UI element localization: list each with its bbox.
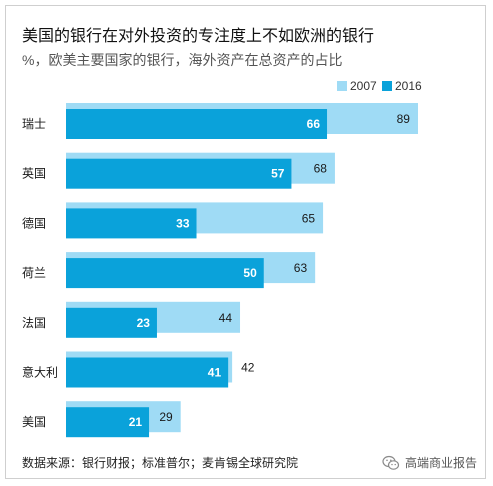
category-label: 法国 <box>22 316 46 330</box>
value-label-2016: 21 <box>129 415 143 429</box>
legend-swatch-2016 <box>382 81 392 91</box>
bar-2016 <box>66 307 157 338</box>
category-label: 德国 <box>22 215 46 230</box>
chart-title: 美国的银行在对外投资的专注度上不如欧洲的银行 <box>22 28 375 45</box>
value-label-2016: 66 <box>307 117 321 131</box>
value-label-2016: 50 <box>243 266 257 280</box>
value-label-2007: 42 <box>241 361 255 375</box>
wechat-icon <box>382 455 400 470</box>
chart-subtitle: %，欧美主要国家的银行，海外资产在总资产的占比 <box>22 52 343 68</box>
watermark-text: 高端商业报告 <box>405 456 478 470</box>
bar-2016 <box>66 258 264 289</box>
category-label: 英国 <box>22 167 46 181</box>
value-label-2016: 23 <box>137 316 151 330</box>
category-label: 荷兰 <box>22 266 46 280</box>
bar-2016 <box>66 407 150 438</box>
value-label-2007: 44 <box>219 311 233 325</box>
bar-2016 <box>66 158 292 189</box>
legend-swatch-2007 <box>337 81 347 91</box>
value-label-2016: 41 <box>208 366 222 380</box>
category-label: 意大利 <box>22 365 58 380</box>
value-label-2016: 57 <box>271 167 285 181</box>
category-label: 瑞士 <box>22 117 46 131</box>
legend-label-2007: 2007 <box>350 79 377 93</box>
bar-2016 <box>66 208 197 239</box>
category-label: 美国 <box>22 415 46 429</box>
value-label-2007: 68 <box>314 162 328 176</box>
bar-2016 <box>66 357 229 388</box>
value-label-2007: 65 <box>302 211 316 225</box>
bar-2016 <box>66 109 328 139</box>
value-label-2016: 33 <box>176 216 190 230</box>
value-label-2007: 29 <box>159 410 173 424</box>
value-label-2007: 89 <box>397 112 411 126</box>
chart-border <box>5 5 486 479</box>
source-note: 数据来源：银行财报；标准普尔；麦肯锡全球研究院 <box>22 456 299 470</box>
value-label-2007: 63 <box>294 261 308 275</box>
legend-label-2016: 2016 <box>395 79 422 93</box>
